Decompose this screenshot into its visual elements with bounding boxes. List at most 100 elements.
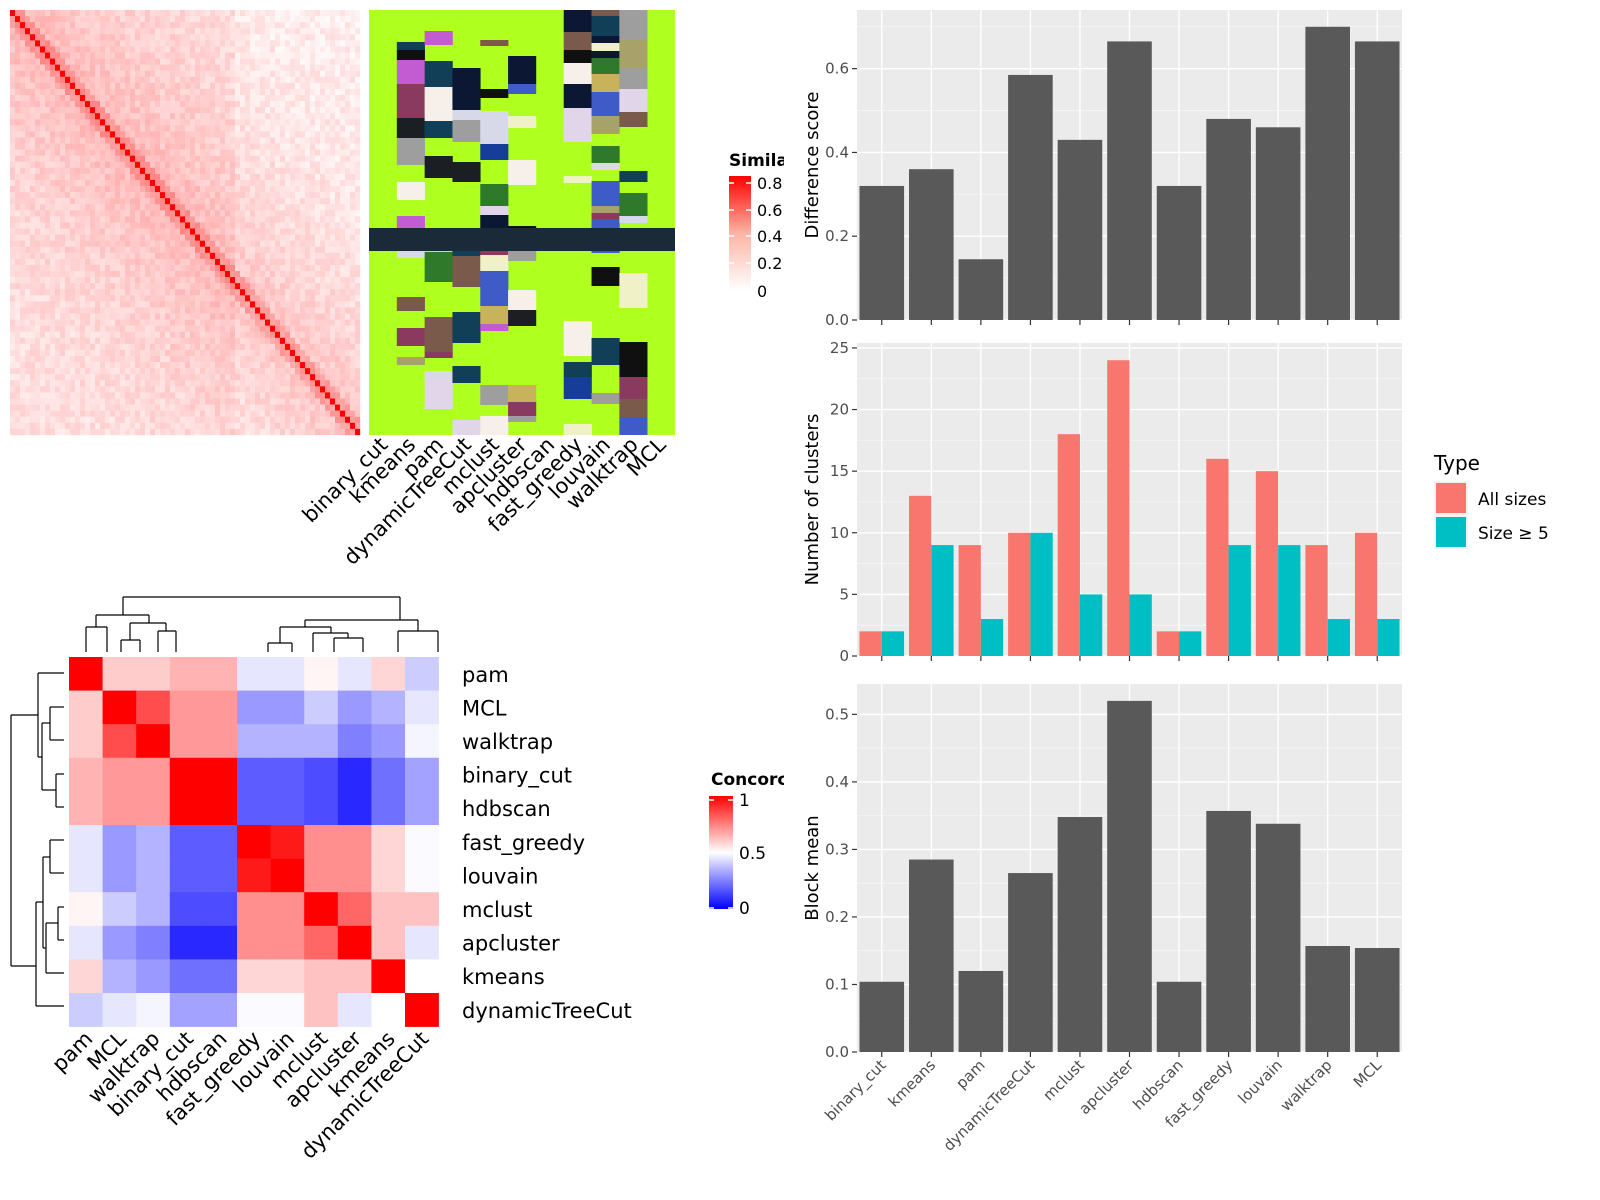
similarity-cell <box>290 410 296 417</box>
similarity-cell <box>85 240 91 247</box>
similarity-cell <box>320 167 326 175</box>
similarity-cell <box>330 228 336 235</box>
similarity-cell <box>125 119 131 126</box>
similarity-cell <box>230 301 236 308</box>
similarity-cell <box>100 392 106 399</box>
similarity-cell <box>305 368 311 375</box>
similarity-cell <box>40 40 46 47</box>
similarity-cell <box>150 40 156 47</box>
similarity-cell <box>295 307 301 314</box>
similarity-cell <box>95 362 101 369</box>
similarity-cell <box>175 52 181 59</box>
assignment-cell <box>452 162 481 182</box>
similarity-cell <box>195 107 201 114</box>
similarity-cell <box>350 16 356 23</box>
similarity-cell <box>20 337 26 345</box>
similarity-cell <box>195 119 201 126</box>
similarity-cell <box>115 101 121 108</box>
similarity-cell <box>195 10 201 17</box>
similarity-cell <box>110 155 116 162</box>
similarity-cell <box>240 46 246 53</box>
similarity-cell <box>15 416 21 423</box>
similarity-cell <box>345 173 351 181</box>
similarity-cell <box>250 307 256 314</box>
similarity-cell <box>25 362 31 369</box>
similarity-cell <box>20 355 26 363</box>
similarity-cell <box>135 246 141 254</box>
similarity-cell <box>195 131 201 138</box>
similarity-cell <box>305 392 311 399</box>
similarity-cell <box>100 46 106 53</box>
similarity-cell <box>250 240 256 247</box>
similarity-cell <box>65 113 71 120</box>
similarity-cell <box>215 119 221 126</box>
similarity-cell <box>60 325 66 332</box>
similarity-cell <box>130 34 136 41</box>
similarity-cell <box>180 234 186 241</box>
similarity-cell <box>60 34 66 41</box>
similarity-cell <box>175 125 181 132</box>
similarity-cell <box>45 380 51 387</box>
similarity-cell <box>210 149 216 156</box>
similarity-cell <box>230 258 236 266</box>
similarity-cell <box>320 34 326 41</box>
similarity-cell <box>200 374 206 381</box>
similarity-cell <box>320 204 326 211</box>
similarity-cell <box>325 374 331 381</box>
similarity-cell <box>130 295 136 302</box>
similarity-cell <box>30 137 36 144</box>
similarity-cell <box>330 337 336 345</box>
similarity-cell <box>290 46 296 53</box>
similarity-cell <box>330 143 336 150</box>
similarity-cell <box>335 40 341 47</box>
similarity-cell <box>240 40 246 47</box>
similarity-cell <box>165 113 171 120</box>
similarity-cell <box>215 28 221 35</box>
similarity-cell <box>260 40 266 47</box>
similarity-cell <box>285 319 291 326</box>
similarity-cell <box>35 307 41 314</box>
similarity-cell <box>160 76 166 84</box>
similarity-cell <box>235 331 241 339</box>
similarity-cell <box>145 392 151 399</box>
similarity-cell <box>20 113 26 120</box>
similarity-cell <box>300 10 306 17</box>
similarity-cell <box>170 283 176 290</box>
similarity-cell <box>95 277 101 284</box>
similarity-cell <box>85 392 91 399</box>
similarity-cell <box>145 22 151 29</box>
similarity-cell <box>325 319 331 326</box>
similarity-cell <box>170 16 176 23</box>
similarity-cell <box>125 337 131 345</box>
similarity-cell <box>305 40 311 47</box>
similarity-cell <box>180 40 186 47</box>
similarity-cell <box>115 58 121 65</box>
similarity-cell <box>160 392 166 399</box>
similarity-cell <box>180 392 186 399</box>
similarity-cell <box>145 101 151 108</box>
similarity-cell <box>175 386 181 393</box>
similarity-cell <box>200 52 206 59</box>
similarity-cell <box>285 186 291 193</box>
similarity-cell <box>300 149 306 156</box>
similarity-cell <box>80 398 86 405</box>
similarity-cell <box>230 416 236 423</box>
similarity-cell <box>105 307 111 314</box>
similarity-cell <box>210 349 216 357</box>
similarity-cell <box>285 125 291 132</box>
similarity-cell <box>255 398 261 405</box>
similarity-cell <box>160 186 166 193</box>
similarity-cell <box>225 186 231 193</box>
similarity-cell <box>340 398 346 405</box>
similarity-cell <box>340 155 346 162</box>
similarity-cell <box>95 131 101 138</box>
similarity-cell <box>75 246 81 254</box>
similarity-cell <box>315 416 321 423</box>
similarity-cell <box>35 82 41 90</box>
similarity-cell <box>255 301 261 308</box>
similarity-cell <box>265 355 271 363</box>
similarity-cell <box>20 192 26 199</box>
similarity-cell <box>175 113 181 120</box>
similarity-cell <box>125 216 131 223</box>
similarity-cell <box>100 343 106 351</box>
